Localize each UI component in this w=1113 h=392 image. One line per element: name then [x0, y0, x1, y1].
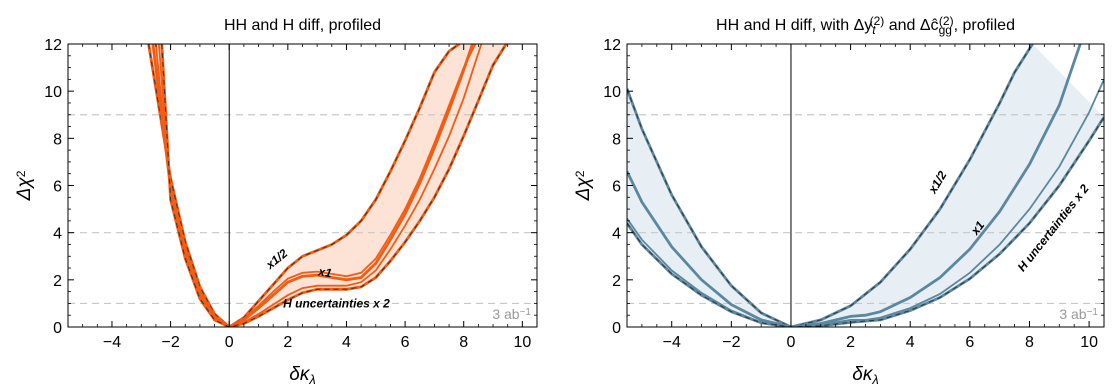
- chart-title: HH and H diff, with Δyt(2) and Δĉgg(2), …: [716, 14, 1015, 37]
- uncertainty-band: [627, 44, 1104, 327]
- y-tick-label: 10: [44, 84, 62, 101]
- curve-label-2: x1: [316, 264, 333, 280]
- curve-0-dash: [148, 44, 460, 327]
- y-tick-label: 0: [612, 320, 621, 337]
- curve-label-1: x1/2: [925, 168, 950, 196]
- x-tick-label: 0: [787, 334, 796, 351]
- curve-4-outline: [160, 44, 508, 327]
- y-tick-label: 10: [603, 84, 621, 101]
- y-tick-label: 6: [612, 179, 621, 196]
- y-axis-label: Δχ2: [573, 170, 594, 201]
- x-tick-label: 4: [342, 334, 351, 351]
- y-tick-label: 2: [53, 273, 62, 290]
- y-tick-label: 4: [53, 226, 62, 243]
- y-tick-label: 0: [53, 320, 62, 337]
- curve-0-dash: [627, 44, 1033, 327]
- curve-1: [627, 44, 1082, 327]
- y-tick-label: 8: [53, 131, 62, 148]
- x-tick-label: −2: [161, 334, 179, 351]
- y-tick-label: 8: [612, 131, 621, 148]
- x-tick-label: 6: [965, 334, 974, 351]
- y-tick-label: 2: [612, 273, 621, 290]
- luminosity-label: 3 ab−1: [492, 306, 531, 322]
- curve-3-dash: [627, 116, 1104, 327]
- x-tick-label: 10: [513, 334, 531, 351]
- x-tick-label: 10: [1080, 334, 1098, 351]
- x-tick-label: −2: [722, 334, 740, 351]
- y-tick-label: 12: [603, 37, 621, 54]
- x-axis-label: δκλ: [289, 364, 315, 387]
- y-tick-label: 12: [44, 37, 62, 54]
- x-tick-label: −4: [663, 334, 681, 351]
- uncertainty-band: [148, 44, 507, 327]
- chart-panel-1: −4 −2 0 2 4 6 8 10 0 2 4 6 8 10 12 HH and H diff, profi…: [14, 17, 538, 387]
- x-tick-label: 4: [906, 334, 915, 351]
- x-tick-label: 0: [225, 334, 234, 351]
- x-tick-label: 8: [1025, 334, 1034, 351]
- y-axis-label: Δχ2: [14, 170, 35, 201]
- curve-label-3: H uncertainties x 2: [283, 296, 390, 310]
- x-tick-label: 6: [401, 334, 410, 351]
- x-tick-label: 2: [283, 334, 292, 351]
- y-tick-label: 6: [53, 179, 62, 196]
- x-tick-label: 8: [459, 334, 468, 351]
- luminosity-label: 3 ab−1: [1059, 306, 1098, 322]
- x-tick-label: 2: [846, 334, 855, 351]
- y-tick-label: 4: [612, 226, 621, 243]
- chart-title: HH and H diff, profiled: [224, 17, 381, 34]
- chart-panel-2: −4 −2 0 2 4 6 8 10 0 2 4 6 8 10 12 HH and H diff, with …: [573, 14, 1105, 387]
- x-axis-label: δκλ: [852, 364, 878, 387]
- x-tick-label: −4: [103, 334, 121, 351]
